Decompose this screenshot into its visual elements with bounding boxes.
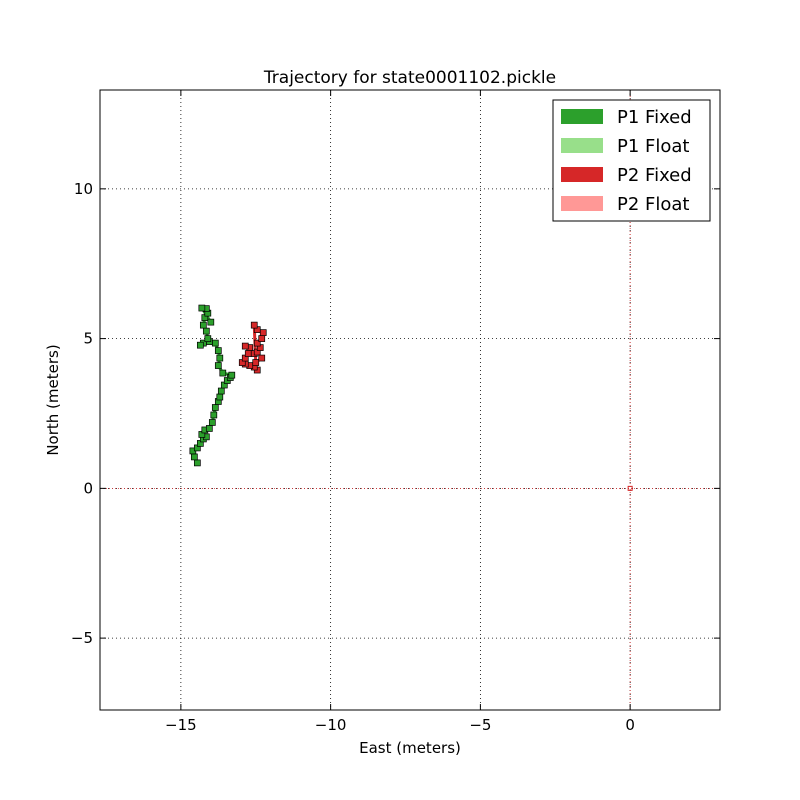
p1-fixed-point xyxy=(214,347,222,354)
x-axis-label: East (meters) xyxy=(359,739,461,757)
p1-fixed-point xyxy=(199,321,207,329)
p1-fixed-point xyxy=(210,411,218,419)
origin-marker xyxy=(627,485,633,491)
p2-fixed-point xyxy=(244,350,252,357)
y-tick-label: 0 xyxy=(83,479,93,497)
p1-fixed-point xyxy=(216,354,224,362)
p1-fixed-point xyxy=(211,404,219,411)
p1-fixed-point xyxy=(202,327,210,335)
x-tick-label: −5 xyxy=(469,716,491,734)
p2-fixed-point xyxy=(258,354,266,362)
p1-fixed-point xyxy=(228,371,236,379)
p1-fixed-point xyxy=(217,387,225,395)
legend-label-p1-float: P1 Float xyxy=(617,136,689,157)
y-tick-label: 5 xyxy=(83,330,93,348)
p2-fixed-point xyxy=(253,339,261,347)
p1-fixed-point xyxy=(205,425,213,432)
legend-label-p2-fixed: P2 Fixed xyxy=(617,165,692,186)
data-marks xyxy=(189,304,633,491)
p1-fixed-point xyxy=(214,362,222,369)
y-tick-label: 10 xyxy=(74,180,93,198)
p1-fixed-point xyxy=(211,339,219,347)
p2-fixed-point xyxy=(252,359,260,366)
plot-frame xyxy=(99,89,721,711)
x-tick-label: 0 xyxy=(625,716,635,734)
legend-label-p2-float: P2 Float xyxy=(617,194,689,215)
legend-swatch-p2-fixed xyxy=(561,167,603,182)
chart-title: Trajectory for state0001102.pickle xyxy=(263,68,556,88)
p2-fixed-point xyxy=(259,329,267,336)
p1-fixed-point xyxy=(207,318,215,326)
y-tick-label: −5 xyxy=(71,629,93,647)
p1-fixed-point xyxy=(198,304,206,312)
p1-fixed-point xyxy=(208,419,216,426)
reference-lines xyxy=(100,90,720,710)
x-tick-label: −10 xyxy=(315,716,347,734)
x-tick-label: −15 xyxy=(165,716,197,734)
legend-swatch-p2-float xyxy=(561,196,603,211)
p1-fixed-point xyxy=(216,393,224,401)
p2-fixed-point xyxy=(241,342,249,350)
legend-swatch-p1-fixed xyxy=(561,109,603,124)
legend-swatch-p1-float xyxy=(561,138,603,153)
p1-fixed-point xyxy=(196,341,204,349)
legend: P1 Fixed P1 Float P2 Fixed P2 Float xyxy=(552,99,711,222)
p1-fixed-point xyxy=(190,453,198,461)
p1-fixed-point xyxy=(204,335,212,342)
ticks: −15 −10 −5 0 −5 0 5 10 xyxy=(71,90,720,734)
p2-fixed-point xyxy=(258,335,266,342)
legend-label-p1-fixed: P1 Fixed xyxy=(617,107,692,128)
p1-fixed-point xyxy=(219,369,227,377)
y-axis-label: North (meters) xyxy=(44,344,62,455)
p2-fixed-point xyxy=(250,321,258,329)
p1-fixed-point xyxy=(193,459,201,467)
